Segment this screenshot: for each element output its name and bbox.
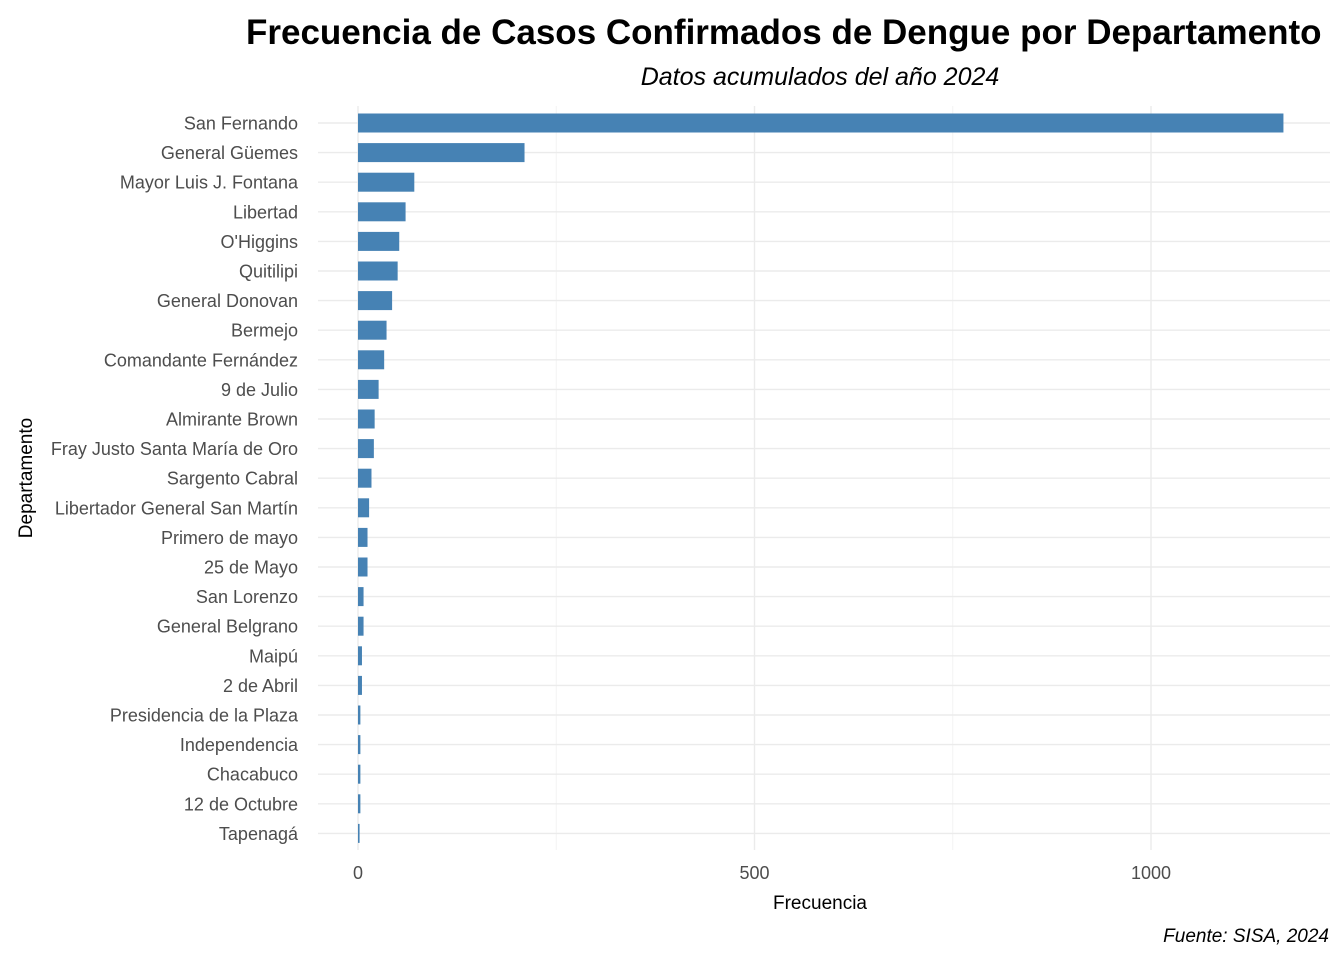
category-label: Almirante Brown bbox=[166, 410, 298, 430]
category-label: Bermejo bbox=[231, 321, 298, 341]
category-label: Fray Justo Santa María de Oro bbox=[51, 439, 298, 459]
category-label: General Güemes bbox=[161, 143, 298, 163]
category-label: General Belgrano bbox=[157, 617, 298, 637]
bar bbox=[358, 675, 362, 695]
x-tick-label: 0 bbox=[353, 863, 363, 883]
category-label: Primero de mayo bbox=[161, 528, 298, 548]
bar bbox=[358, 379, 379, 399]
category-label: O'Higgins bbox=[221, 232, 298, 252]
category-label: San Lorenzo bbox=[196, 587, 298, 607]
bar bbox=[358, 705, 361, 725]
bar bbox=[358, 468, 372, 488]
bar bbox=[358, 587, 364, 607]
chart-title: Frecuencia de Casos Confirmados de Dengu… bbox=[246, 13, 1322, 52]
x-tick-label: 500 bbox=[739, 863, 769, 883]
bar bbox=[358, 113, 1284, 133]
category-label: Chacabuco bbox=[207, 765, 298, 785]
category-label: Maipú bbox=[249, 646, 298, 666]
category-label: 9 de Julio bbox=[221, 380, 298, 400]
category-label: General Donovan bbox=[157, 291, 298, 311]
bar bbox=[358, 202, 406, 222]
bar bbox=[358, 143, 525, 163]
category-label: Comandante Fernández bbox=[104, 350, 298, 370]
y-axis-title: Departamento bbox=[16, 418, 37, 538]
bar bbox=[358, 527, 368, 547]
bar bbox=[358, 646, 362, 666]
category-label: Sargento Cabral bbox=[167, 469, 298, 489]
bar bbox=[358, 172, 415, 192]
chart-caption: Fuente: SISA, 2024 bbox=[1163, 926, 1329, 947]
category-label: Mayor Luis J. Fontana bbox=[120, 173, 299, 193]
bar bbox=[358, 291, 393, 311]
bar bbox=[358, 823, 360, 843]
bar bbox=[358, 616, 364, 636]
bar bbox=[358, 261, 398, 281]
y-axis-labels: San Fernando General Güemes Mayor Luis J. … bbox=[51, 114, 299, 844]
category-label: Tapenagá bbox=[219, 824, 299, 844]
bar bbox=[358, 439, 374, 459]
bar bbox=[358, 794, 361, 814]
category-label: Independencia bbox=[180, 735, 299, 755]
bar bbox=[358, 498, 370, 518]
x-tick-label: 1000 bbox=[1131, 863, 1171, 883]
bar bbox=[358, 557, 368, 577]
x-axis-tick-labels: 0 500 1000 bbox=[353, 863, 1171, 883]
category-label: Quitilipi bbox=[239, 262, 298, 282]
bar bbox=[358, 764, 361, 784]
x-axis-title: Frecuencia bbox=[773, 893, 867, 914]
bar bbox=[358, 350, 385, 370]
bar bbox=[358, 735, 361, 755]
chart-header: Frecuencia de Casos Confirmados de Dengu… bbox=[246, 13, 1322, 91]
grid-layer bbox=[318, 106, 1330, 850]
category-label: 2 de Abril bbox=[223, 676, 298, 696]
bar bbox=[358, 231, 400, 251]
bar bbox=[358, 409, 375, 429]
bar bbox=[358, 320, 387, 340]
category-label: San Fernando bbox=[184, 114, 298, 134]
category-label: 12 de Octubre bbox=[184, 794, 298, 814]
chart-subtitle: Datos acumulados del año 2024 bbox=[641, 63, 1000, 91]
category-label: Libertador General San Martín bbox=[55, 498, 298, 518]
category-label: 25 de Mayo bbox=[204, 558, 298, 578]
bars-layer bbox=[358, 113, 1284, 843]
category-label: Presidencia de la Plaza bbox=[110, 706, 299, 726]
category-label: Libertad bbox=[233, 202, 298, 222]
